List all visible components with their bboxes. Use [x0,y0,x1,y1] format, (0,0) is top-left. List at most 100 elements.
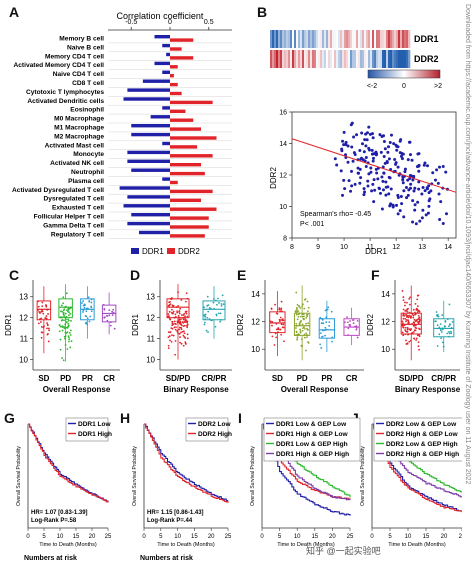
scatter-point [405,196,409,200]
box-point [62,296,65,299]
scatter-point [381,179,385,183]
box-point [279,316,282,319]
box-point [448,332,451,335]
cell-type-label: Naive B cell [67,44,104,51]
box-point [167,313,170,315]
scatter-point [404,185,408,189]
heat-cell-ddr1 [360,30,363,48]
scatter-point [435,168,439,172]
box-point [271,335,274,338]
km-xtick-label: 0 [26,534,30,540]
heat-cell-ddr2 [304,50,307,68]
box-point [108,309,111,312]
heat-cell-ddr1 [280,30,283,48]
box-point [178,310,181,313]
box-point [413,321,416,324]
box-point [412,316,415,319]
heat-cell-ddr2 [358,50,361,68]
box-point [111,310,114,313]
bar-ddr1 [139,230,170,235]
box-point [414,326,417,329]
box-point [69,329,72,332]
legend-ddr2-swatch [167,248,175,254]
km-legend-label: DDR1 High & GEP Low [276,431,349,438]
heat-cell-ddr1 [348,30,351,48]
box-point [47,327,50,330]
box-point [448,303,451,306]
box-point [417,317,420,320]
box-point [181,330,184,333]
box-point [328,321,331,324]
box-point [276,328,279,331]
box-point [186,323,189,326]
box-point [186,326,189,329]
box-plots-row: 10 11 12 13 DDR1 SD PD PR CR Overall Response 10 11… [4,280,461,394]
bar-ddr2 [170,145,198,149]
scatter-point [350,184,354,188]
heat-cell-ddr2 [338,50,341,68]
box-point [207,304,210,307]
heat-cell-ddr1 [394,30,397,48]
km-legend-box [185,417,229,442]
heat-cell-ddr2 [298,50,301,68]
box-point [45,317,48,320]
scatter-point [381,188,385,192]
heat-cell-ddr2 [336,50,339,68]
box-panel-c: 10 11 12 13 DDR1 SD PD PR CR Overall Response [4,280,120,394]
box-point [47,313,49,315]
box-point [295,309,298,312]
box-point [299,307,302,309]
heat-cell-ddr1 [392,30,395,48]
box-point [408,314,411,317]
heat-cell-ddr2 [362,50,365,68]
scatter-point [371,159,375,163]
heat-cell-ddr2 [384,50,387,68]
box-point [111,314,114,317]
box-point [306,300,309,303]
box-xlabel: Binary Response [163,385,229,394]
box-point [296,338,299,341]
heat-cell-ddr2 [296,50,299,68]
box-point [295,313,298,316]
box-point [405,339,407,342]
bar-ddr1 [154,61,170,66]
heat-cell-ddr2 [310,50,313,68]
panel-label-a: A [9,4,20,20]
box-point [169,339,171,342]
km-xlabel: Time to Death (Months) [388,542,446,548]
scatter-point [400,202,404,206]
bar-ddr1 [127,150,170,155]
km-xtick-label: 20 [329,534,336,540]
scatter-point [367,172,371,176]
scatter-point [370,152,374,156]
scatter-point [396,165,400,169]
box-point [171,324,174,327]
box-point [270,308,273,310]
km-hr-text: HR= 1.07 [0.83-1.39] [31,510,88,516]
box-point [401,331,404,334]
box-point [215,303,218,306]
box-point [401,290,404,292]
km-xlabel: Time to Death (Months) [39,542,97,548]
bar-ddr2 [170,38,194,42]
cell-type-label: Memory CD4 T cell [45,53,104,60]
box-ytick-label: 11 [20,335,29,344]
bar-ddr2 [170,207,217,211]
scatter-point [439,200,443,204]
scatter-point [444,212,448,216]
km-curve [28,423,109,503]
box-point [170,340,173,343]
box-point [405,320,407,323]
box-point [408,297,411,300]
heat-cell-ddr1 [340,30,343,48]
km-ylabel: Overall Survival Probability [16,446,22,506]
box-point [112,308,115,311]
box-point [296,308,299,311]
heat-cell-ddr1 [356,30,359,48]
box-point [179,307,182,310]
box-point [413,331,415,333]
box-point [275,312,278,315]
box-point [307,341,309,343]
heat-cell-ddr1 [322,30,325,48]
box-point [41,310,44,313]
